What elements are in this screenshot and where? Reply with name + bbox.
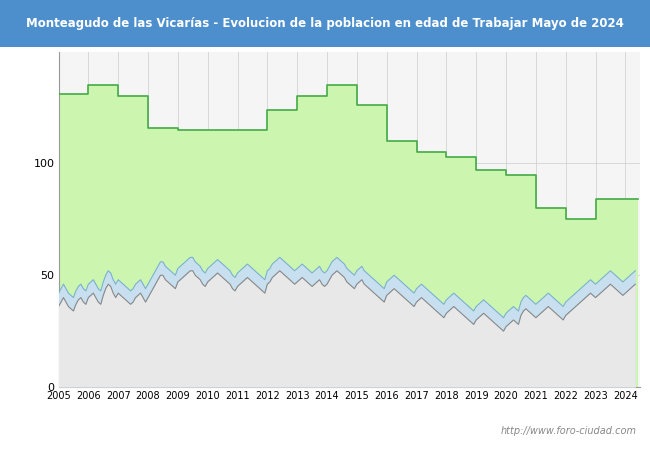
Text: http://www.foro-ciudad.com: http://www.foro-ciudad.com [501, 427, 637, 436]
Text: Monteagudo de las Vicarías - Evolucion de la poblacion en edad de Trabajar Mayo : Monteagudo de las Vicarías - Evolucion d… [26, 17, 624, 30]
